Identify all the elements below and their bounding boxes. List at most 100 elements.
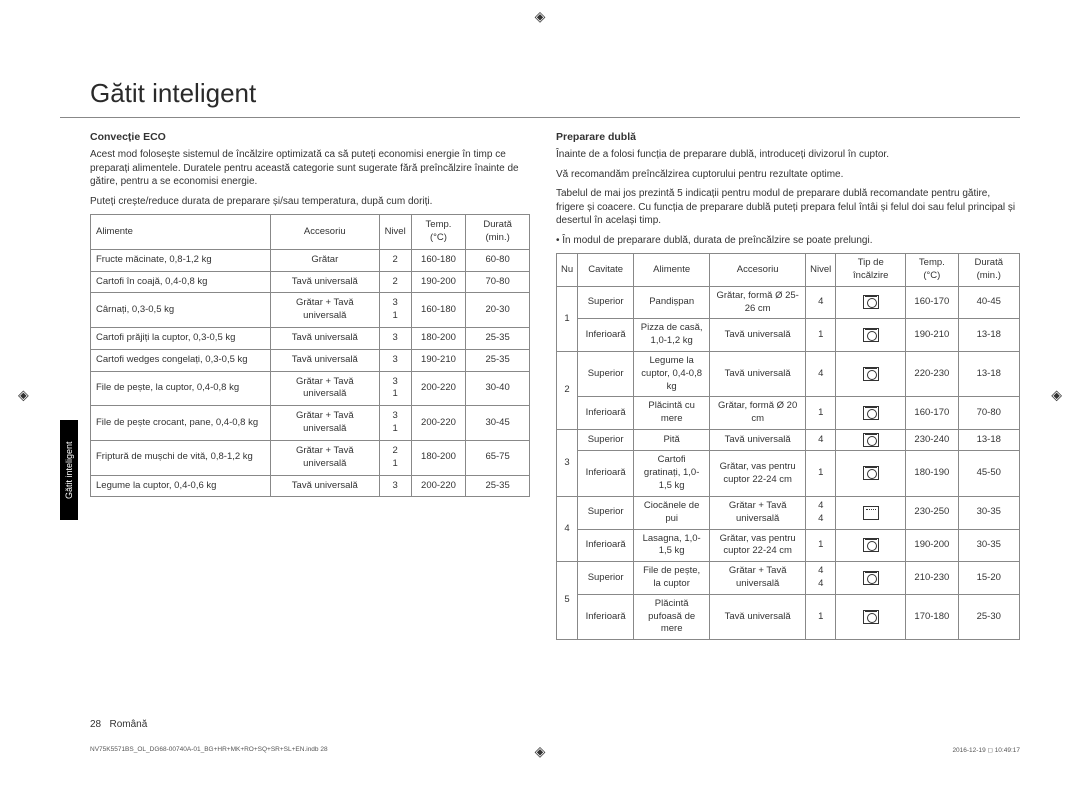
table-cell-index: 4 [557, 496, 578, 561]
table-cell: 2 [379, 249, 411, 271]
table-row: Legume la cuptor, 0,4-0,6 kgTavă univers… [91, 475, 530, 497]
dual-table: NuCavitateAlimenteAccesoriuNivelTip de î… [556, 253, 1020, 640]
table-cell: File de pește crocant, pane, 0,4-0,8 kg [91, 406, 271, 441]
table-header: Tip de încălzire [836, 254, 906, 287]
table-cell: Grătar + Tavă universală [271, 440, 380, 475]
title-rule [60, 117, 1020, 118]
table-header: Nivel [379, 215, 411, 250]
table-cell: 220-230 [906, 352, 958, 397]
table-header: Durată (min.) [958, 254, 1019, 287]
table-cell: 3 [379, 328, 411, 350]
table-cell: 210-230 [906, 562, 958, 595]
table-cell: 1 [806, 594, 836, 639]
right-heading: Preparare dublă [556, 130, 1020, 144]
table-cell-icon [836, 352, 906, 397]
table-row: File de pește crocant, pane, 0,4-0,8 kgG… [91, 406, 530, 441]
table-cell: 30-40 [466, 371, 530, 406]
page-title: Gătit inteligent [90, 78, 1020, 109]
table-row: Cartofi în coajă, 0,4-0,8 kgTavă univers… [91, 271, 530, 293]
table-cell: Plăcintă cu mere [634, 397, 710, 430]
table-cell: Grătar + Tavă universală [271, 406, 380, 441]
table-cell: Pandișpan [634, 286, 710, 319]
left-paragraph-1: Acest mod folosește sistemul de încălzir… [90, 148, 530, 189]
table-cell: 1 [806, 397, 836, 430]
table-cell: Inferioară [578, 319, 634, 352]
table-cell: 3 1 [379, 371, 411, 406]
left-paragraph-2: Puteți crește/reduce durata de preparare… [90, 195, 530, 209]
table-cell: 1 [806, 451, 836, 496]
table-row: File de pește, la cuptor, 0,4-0,8 kgGrăt… [91, 371, 530, 406]
table-row: 4SuperiorCiocănele de puiGrătar + Tavă u… [557, 496, 1020, 529]
table-cell: 2 [379, 271, 411, 293]
table-row: 5SuperiorFile de pește, la cuptorGrătar … [557, 562, 1020, 595]
table-cell: Inferioară [578, 594, 634, 639]
table-cell: File de pește, la cuptor [634, 562, 710, 595]
table-cell: 4 [806, 430, 836, 451]
table-row: InferioarăPlăcintă cu mereGrătar, formă … [557, 397, 1020, 430]
table-cell-icon [836, 319, 906, 352]
table-cell: Superior [578, 430, 634, 451]
table-cell: Plăcintă pufoasă de mere [634, 594, 710, 639]
print-footer-right: 2016-12-19 ◻ 10:49:17 [952, 746, 1020, 754]
table-header: Alimente [91, 215, 271, 250]
table-cell: 180-200 [411, 440, 466, 475]
convection-icon [863, 571, 879, 585]
table-header: Alimente [634, 254, 710, 287]
table-cell: 160-170 [906, 286, 958, 319]
table-cell-icon [836, 451, 906, 496]
table-header: Accesoriu [710, 254, 806, 287]
table-cell-icon [836, 286, 906, 319]
table-cell: 60-80 [466, 249, 530, 271]
table-cell: 4 [806, 352, 836, 397]
table-cell: File de pește, la cuptor, 0,4-0,8 kg [91, 371, 271, 406]
table-cell: 15-20 [958, 562, 1019, 595]
table-cell-index: 1 [557, 286, 578, 351]
table-row: InferioarăLasagna, 1,0-1,5 kgGrătar, vas… [557, 529, 1020, 562]
table-cell: Grătar, vas pentru cuptor 22-24 cm [710, 451, 806, 496]
table-cell: Cartofi în coajă, 0,4-0,8 kg [91, 271, 271, 293]
convection-icon [863, 466, 879, 480]
table-cell: Tavă universală [271, 271, 380, 293]
table-cell: Grătar + Tavă universală [271, 293, 380, 328]
crop-mark-icon: ◈ [18, 387, 29, 404]
page-language: Română [109, 719, 147, 730]
left-heading: Convecție ECO [90, 130, 530, 144]
table-row: InferioarăPizza de casă, 1,0-1,2 kgTavă … [557, 319, 1020, 352]
table-cell: 13-18 [958, 352, 1019, 397]
table-cell: Grătar + Tavă universală [271, 371, 380, 406]
table-cell: 190-210 [411, 349, 466, 371]
table-cell: Tavă universală [710, 319, 806, 352]
grill-icon [863, 506, 879, 520]
table-cell: 3 1 [379, 406, 411, 441]
table-cell: 190-200 [411, 271, 466, 293]
table-cell: 70-80 [466, 271, 530, 293]
table-cell: 230-240 [906, 430, 958, 451]
table-cell: Fructe măcinate, 0,8-1,2 kg [91, 249, 271, 271]
table-row: Cârnați, 0,3-0,5 kgGrătar + Tavă univers… [91, 293, 530, 328]
side-tab: Gătit inteligent [60, 420, 78, 520]
convection-icon [863, 295, 879, 309]
table-cell: 160-170 [906, 397, 958, 430]
table-cell: 25-35 [466, 328, 530, 350]
table-cell-icon [836, 397, 906, 430]
table-cell-icon [836, 496, 906, 529]
table-header: Accesoriu [271, 215, 380, 250]
table-cell: Legume la cuptor, 0,4-0,8 kg [634, 352, 710, 397]
table-row: Fructe măcinate, 0,8-1,2 kgGrătar2160-18… [91, 249, 530, 271]
table-cell: 160-180 [411, 293, 466, 328]
table-cell: 4 4 [806, 562, 836, 595]
table-header: Durată (min.) [466, 215, 530, 250]
table-cell: Grătar [271, 249, 380, 271]
table-cell: Lasagna, 1,0-1,5 kg [634, 529, 710, 562]
table-row: Cartofi wedges congelați, 0,3-0,5 kgTavă… [91, 349, 530, 371]
table-row: InferioarăPlăcintă pufoasă de mereTavă u… [557, 594, 1020, 639]
table-cell: 40-45 [958, 286, 1019, 319]
table-cell: 180-200 [411, 328, 466, 350]
table-cell: Friptură de mușchi de vită, 0,8-1,2 kg [91, 440, 271, 475]
table-cell: 30-35 [958, 496, 1019, 529]
table-cell: Ciocănele de pui [634, 496, 710, 529]
table-cell: 25-30 [958, 594, 1019, 639]
table-cell-index: 2 [557, 352, 578, 430]
table-cell: 200-220 [411, 406, 466, 441]
table-cell: Grătar, vas pentru cuptor 22-24 cm [710, 529, 806, 562]
